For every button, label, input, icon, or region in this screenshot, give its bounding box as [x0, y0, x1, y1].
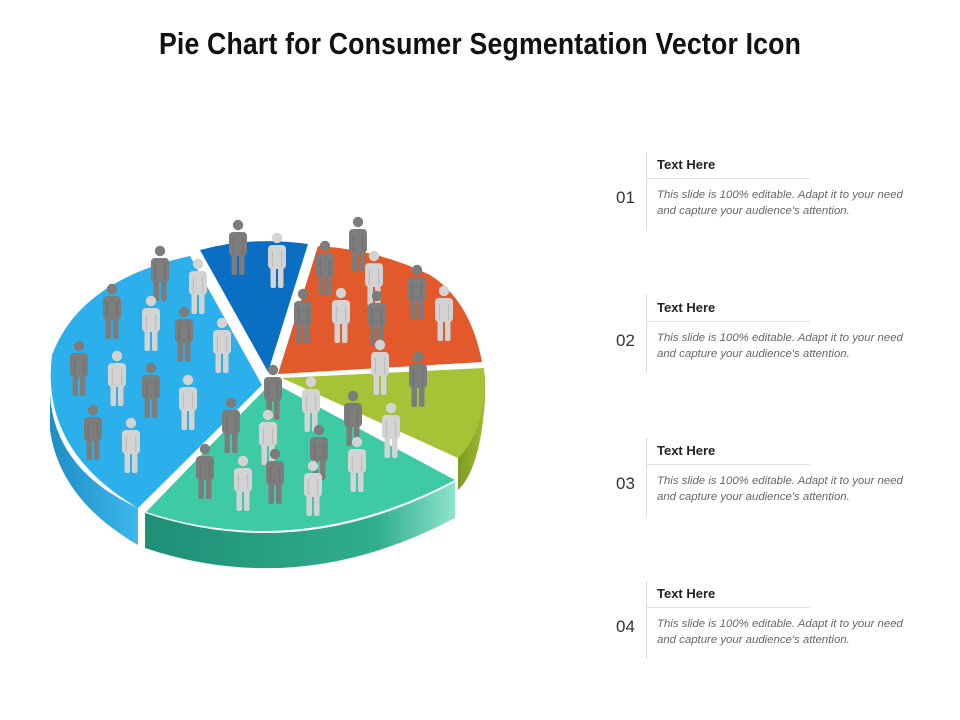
item-number: 03 [616, 474, 635, 493]
divider-horizontal [646, 321, 810, 322]
pie-side-teal [145, 482, 455, 569]
person-icon [332, 287, 350, 343]
person-icon [189, 258, 207, 314]
person-icon [435, 285, 453, 341]
person-icon [348, 436, 366, 492]
list-item-3: 03 Text Here This slide is 100% editable… [612, 438, 932, 528]
item-number: 04 [616, 617, 635, 636]
item-heading: Text Here [657, 157, 716, 172]
list-item-2: 02 Text Here This slide is 100% editable… [612, 295, 932, 385]
pie-slice-lime [282, 368, 485, 458]
page-title: Pie Chart for Consumer Segmentation Vect… [158, 26, 802, 61]
person-icon [408, 264, 426, 320]
pie-slice-teal [146, 382, 455, 531]
person-icon [304, 460, 322, 516]
person-icon [268, 232, 286, 288]
person-icon [213, 317, 231, 373]
person-icon [122, 417, 140, 473]
divider-vertical [646, 295, 647, 373]
person-icon [266, 448, 284, 504]
item-description: This slide is 100% editable. Adapt it to… [657, 189, 903, 217]
item-heading: Text Here [657, 443, 716, 458]
person-icon [344, 390, 362, 446]
divider-horizontal [646, 607, 810, 608]
person-icon [409, 351, 427, 407]
list-item-4: 04 Text Here This slide is 100% editable… [612, 581, 932, 671]
person-icon [84, 404, 102, 460]
item-heading: Text Here [657, 586, 716, 601]
person-icon [70, 340, 88, 396]
item-description: This slide is 100% editable. Adapt it to… [657, 618, 903, 646]
person-icon [142, 295, 160, 351]
person-icon [349, 216, 367, 272]
person-icon [264, 364, 282, 420]
pie-side-blue [50, 395, 138, 545]
person-icon [151, 245, 169, 301]
person-icon [382, 402, 400, 458]
pie-side-lime [458, 372, 485, 490]
person-icon [196, 443, 214, 499]
divider-vertical [646, 152, 647, 230]
people-figures [70, 216, 453, 516]
person-icon [222, 397, 240, 453]
person-icon [229, 219, 247, 275]
item-number: 01 [616, 188, 635, 207]
person-icon [259, 409, 277, 465]
person-icon [103, 283, 121, 339]
person-icon [316, 240, 334, 296]
person-icon [179, 374, 197, 430]
person-icon [175, 306, 193, 362]
person-icon [234, 455, 252, 511]
person-icon [294, 288, 312, 344]
divider-horizontal [646, 178, 810, 179]
person-icon [108, 350, 126, 406]
item-heading: Text Here [657, 300, 716, 315]
list-item-1: 01 Text Here This slide is 100% editable… [612, 152, 932, 242]
item-description: This slide is 100% editable. Adapt it to… [657, 475, 903, 503]
divider-vertical [646, 438, 647, 516]
person-icon [142, 362, 160, 418]
item-description: This slide is 100% editable. Adapt it to… [657, 332, 903, 360]
person-icon [371, 339, 389, 395]
divider-horizontal [646, 464, 810, 465]
item-number: 02 [616, 331, 635, 350]
divider-vertical [646, 581, 647, 659]
